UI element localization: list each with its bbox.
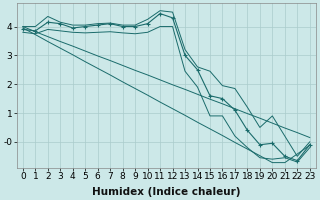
X-axis label: Humidex (Indice chaleur): Humidex (Indice chaleur) xyxy=(92,187,241,197)
